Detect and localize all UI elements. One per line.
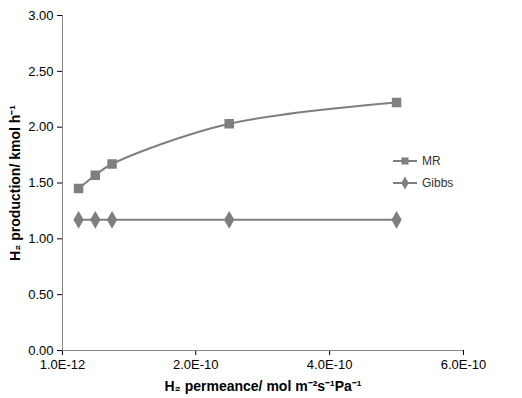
- svg-text:1.50: 1.50: [28, 175, 53, 190]
- svg-text:2.50: 2.50: [28, 63, 53, 78]
- svg-text:6.0E-10: 6.0E-10: [441, 357, 487, 372]
- html-text:Gibbs: Gibbs: [422, 176, 454, 190]
- svg-text:H₂ permeance/ mol m⁻²s⁻¹Pa⁻¹: H₂ permeance/ mol m⁻²s⁻¹Pa⁻¹: [164, 378, 361, 394]
- svg-text:1.0E-12: 1.0E-12: [40, 357, 86, 372]
- html-text:MR: MR: [422, 154, 441, 168]
- svg-text:H₂ production/ kmol h⁻¹: H₂ production/ kmol h⁻¹: [7, 105, 23, 261]
- svg-text:0.00: 0.00: [28, 343, 53, 358]
- svg-text:2.0E-10: 2.0E-10: [173, 357, 219, 372]
- svg-text:1.00: 1.00: [28, 231, 53, 246]
- svg-text:2.00: 2.00: [28, 119, 53, 134]
- svg-text:0.50: 0.50: [28, 287, 53, 302]
- svg-text:3.00: 3.00: [28, 8, 53, 23]
- svg-text:4.0E-10: 4.0E-10: [307, 357, 353, 372]
